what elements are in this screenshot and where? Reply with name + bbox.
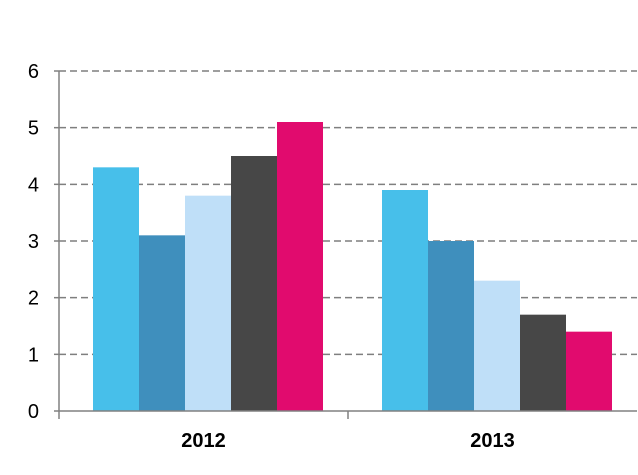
- gridlines: [59, 70, 637, 356]
- bar-2012-series-2: [139, 235, 185, 411]
- bar-2013-series-5: [566, 331, 612, 411]
- bar-2012-series-4: [231, 156, 277, 411]
- ytick-label-1: 1: [28, 344, 39, 366]
- xtick-label-2012: 2012: [181, 430, 226, 452]
- bar-2012-series-3: [185, 195, 231, 411]
- bar-2013-series-1: [382, 190, 428, 411]
- ytick-label-4: 4: [28, 174, 39, 196]
- bar-2013-series-3: [474, 280, 520, 411]
- ytick-label-2: 2: [28, 288, 39, 310]
- xtick-label-2013: 2013: [470, 430, 515, 452]
- ytick-label-6: 6: [28, 61, 39, 83]
- tick-labels: 0 1 2 3 4 5 6 2012 2013: [28, 61, 515, 452]
- bar-2013-series-4: [520, 314, 566, 411]
- ytick-label-5: 5: [28, 118, 39, 140]
- ytick-label-3: 3: [28, 231, 39, 253]
- bar-2013-series-2: [428, 241, 474, 411]
- axes: [54, 70, 637, 419]
- ytick-label-0: 0: [28, 401, 39, 423]
- bar-2012-series-1: [93, 167, 139, 411]
- bar-2012-series-5: [277, 122, 323, 411]
- bars: [93, 122, 612, 411]
